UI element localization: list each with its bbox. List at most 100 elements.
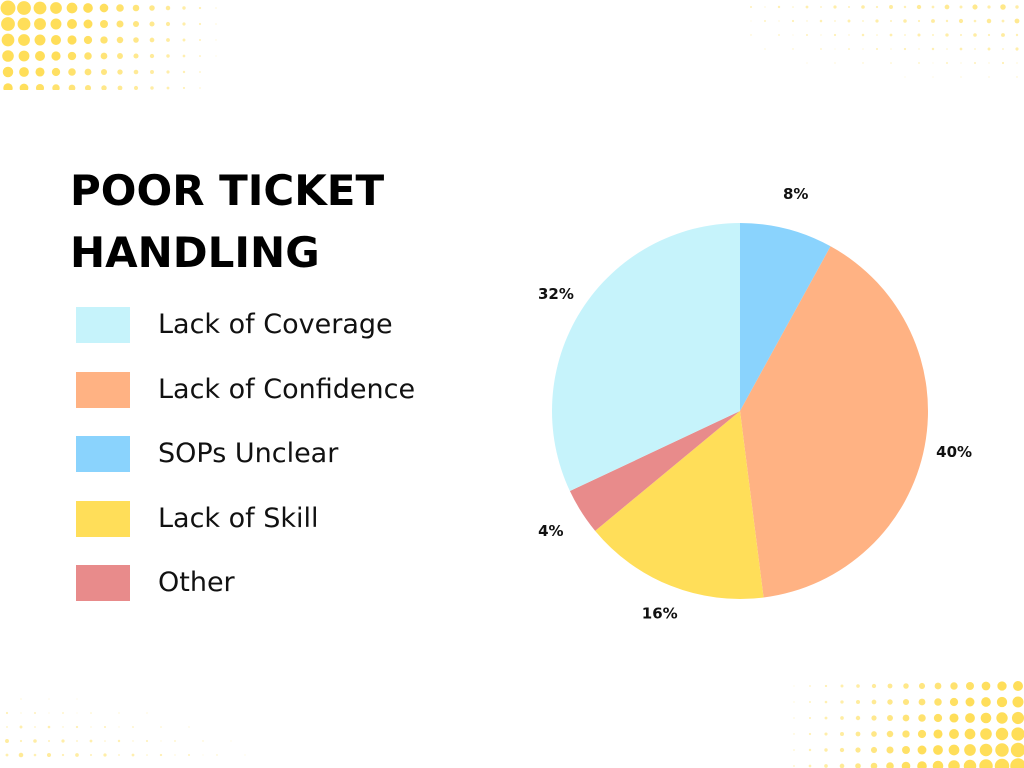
decorative-dot — [934, 682, 942, 690]
decorative-dot — [932, 34, 934, 36]
decorative-dot — [834, 20, 836, 22]
decorative-dot — [820, 48, 822, 50]
decorative-dot — [840, 700, 844, 704]
decorative-dot — [182, 6, 186, 10]
pie-label-sops-unclear: 8% — [783, 185, 808, 203]
decorative-dot — [902, 746, 910, 754]
decorative-dot — [117, 85, 123, 90]
decorative-dot — [824, 700, 828, 704]
decorative-dot — [182, 22, 186, 26]
decorative-dot — [861, 5, 865, 9]
pie-label-lack-of-confidence: 40% — [936, 443, 972, 461]
decorative-dot — [84, 84, 92, 90]
decorative-dot — [166, 86, 170, 90]
decorative-dot — [62, 712, 64, 714]
decorative-dot — [931, 19, 935, 23]
legend-label: Lack of Coverage — [158, 309, 393, 340]
decorative-dot — [1011, 711, 1024, 725]
decorative-dot — [99, 3, 109, 13]
decorative-dot — [50, 18, 62, 30]
chart-title-line-1: POOR TICKET — [70, 166, 385, 215]
decorative-dot — [2, 50, 14, 62]
decorative-dot — [995, 743, 1009, 757]
decorative-dot — [1, 33, 15, 47]
decorative-dot — [887, 715, 893, 721]
decorative-dot — [0, 0, 16, 16]
legend-swatch — [76, 501, 130, 537]
decorative-dot — [160, 740, 162, 742]
decorative-dot — [146, 712, 148, 714]
decorative-dot — [104, 740, 106, 742]
decorative-dot — [889, 19, 893, 23]
decorative-dot — [946, 48, 948, 50]
decorative-dot — [980, 728, 992, 740]
decorative-dot — [47, 725, 51, 729]
decorative-dot — [202, 740, 204, 742]
decorative-dot — [215, 7, 217, 9]
decorative-dot — [988, 76, 990, 78]
decorative-dot — [963, 759, 977, 768]
decorative-dot — [901, 761, 911, 768]
decorative-dot — [819, 19, 823, 23]
decorative-dot — [132, 4, 140, 12]
decorative-dot — [960, 76, 962, 78]
pie-label-other: 4% — [538, 522, 563, 540]
decorative-dot — [932, 760, 944, 768]
decorative-dot — [174, 754, 176, 756]
decorative-dot — [61, 739, 65, 743]
decorative-dot — [944, 4, 950, 10]
decorative-dot — [1000, 4, 1006, 10]
decorative-dot — [76, 698, 78, 700]
decorative-dot — [159, 753, 163, 757]
decorative-dot — [916, 4, 922, 10]
decorative-dot — [833, 5, 837, 9]
decorative-dot — [18, 34, 30, 46]
decorative-dot — [840, 684, 844, 688]
decorative-dot — [146, 754, 148, 756]
decorative-dot — [48, 712, 50, 714]
decorative-dot — [996, 696, 1008, 708]
decorative-dot — [933, 729, 943, 739]
decorative-dot — [17, 17, 31, 31]
pie-slice-lack-of-skill — [595, 411, 764, 599]
decorative-dot — [959, 5, 963, 9]
decorative-dot — [149, 37, 155, 43]
decorative-dot — [51, 67, 61, 77]
decorative-dot — [847, 5, 851, 9]
decorative-dot — [188, 754, 190, 756]
decorative-dot — [1010, 758, 1024, 768]
decorative-dot — [994, 758, 1010, 768]
decorative-dot — [918, 48, 920, 50]
decorative-dot — [973, 19, 977, 23]
decorative-dot — [90, 726, 92, 728]
decorative-dot — [808, 764, 812, 768]
decorative-dot — [47, 739, 51, 743]
decorative-dot — [133, 69, 139, 75]
decorative-dot — [792, 34, 794, 36]
decorative-dot — [889, 33, 893, 37]
decorative-dot — [918, 62, 920, 64]
decorative-dot — [903, 5, 907, 9]
decorative-dot — [965, 713, 975, 723]
decorative-dot — [764, 20, 766, 22]
decorative-dot — [1015, 47, 1019, 51]
decorative-dot — [149, 21, 155, 27]
decorative-dot — [848, 48, 850, 50]
decorative-dot — [46, 752, 52, 758]
decorative-dot — [931, 5, 935, 9]
decorative-dot — [67, 51, 77, 61]
decorative-dot — [996, 712, 1008, 724]
decorative-dot — [903, 19, 907, 23]
decorative-dot — [987, 47, 991, 51]
decorative-dot — [182, 38, 186, 42]
legend-label: Other — [158, 567, 235, 598]
decorative-dot — [149, 53, 155, 59]
decorative-dot — [988, 62, 990, 64]
decorative-dot — [68, 68, 76, 76]
decorative-dot — [75, 725, 79, 729]
decorative-dot — [20, 712, 22, 714]
decorative-dot — [750, 34, 752, 36]
decorative-dot — [35, 83, 45, 90]
decorative-dot — [1001, 61, 1005, 65]
